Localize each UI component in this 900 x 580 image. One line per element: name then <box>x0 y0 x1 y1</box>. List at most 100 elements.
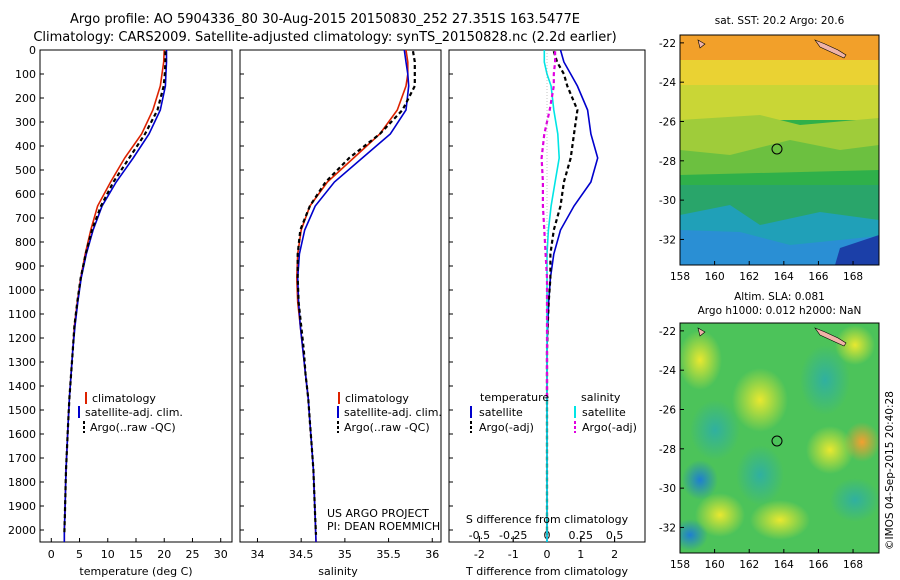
depth-tick-label: 2000 <box>8 524 36 537</box>
map-lat-tick-label: -28 <box>659 156 676 168</box>
depth-tick-label: 700 <box>15 212 36 225</box>
imos-credit: ©IMOS 04-Sep-2015 20:40:28 <box>884 391 896 550</box>
salinity-profile-panel: 34 34.5 35 35.5 36 climatology satellite-adj… <box>239 49 442 578</box>
depth-tick-label: 1800 <box>8 476 36 489</box>
temperature-axis-ticks: 0 5 10 15 20 25 30 <box>48 538 228 561</box>
sla-map-title-line1: Altim. SLA: 0.081 <box>734 291 825 303</box>
map-lon-tick-label: 158 <box>670 559 690 571</box>
temperature-series-lines <box>63 49 168 542</box>
x-tick-label: 15 <box>129 548 143 561</box>
sla-map-title-line2: Argo h1000: 0.012 h2000: NaN <box>697 305 862 317</box>
x-tick-label: 25 <box>185 548 199 561</box>
x-tick-label: 20 <box>157 548 171 561</box>
map-lat-tick-label: -24 <box>659 77 676 89</box>
legend-label-argo: Argo(..raw -QC) <box>90 421 176 434</box>
s-difference-axis-label: S difference from climatology <box>466 513 629 526</box>
x-tick-label: 2 <box>611 548 618 561</box>
sst-map-panel: 158 160 162 164 166 168 -22 -24 -26 -28 -30 -32 <box>659 34 880 283</box>
salinity-axis-ticks: 34 34.5 35 35.5 36 <box>250 538 439 561</box>
map-lon-tick-label: 160 <box>705 271 725 283</box>
legend-label-temp-satellite: satellite <box>479 406 523 419</box>
x-tick-label: 36 <box>425 548 439 561</box>
x-tick-label: 5 <box>76 548 83 561</box>
sst-map-image <box>680 35 879 265</box>
legend-label-satellite: satellite-adj. clim. <box>344 406 442 419</box>
map-lat-tick-label: -28 <box>659 444 676 456</box>
sst-map-ticks: 158 160 162 164 166 168 -22 -24 -26 -28 -30 -32 <box>659 38 863 283</box>
x-tick-label: 35.5 <box>376 548 401 561</box>
map-lat-tick-label: -22 <box>659 326 676 338</box>
map-lon-tick-label: 166 <box>808 559 828 571</box>
map-lon-tick-label: 164 <box>774 559 794 571</box>
map-lon-tick-label: 168 <box>843 559 863 571</box>
legend-label-temp-argo: Argo(-adj) <box>479 421 534 434</box>
sst-map-title: sat. SST: 20.2 Argo: 20.6 <box>714 15 845 27</box>
depth-tick-label: 1300 <box>8 356 36 369</box>
salinity-axis-label: salinity <box>318 565 358 578</box>
depth-tick-label: 1100 <box>8 308 36 321</box>
depth-tick-label: 500 <box>15 164 36 177</box>
legend-label-satellite: satellite-adj. clim. <box>85 406 183 419</box>
depth-tick-label: 1000 <box>8 284 36 297</box>
s-diff-tick-label: 0.25 <box>569 529 594 542</box>
map-lon-tick-label: 166 <box>808 271 828 283</box>
depth-tick-label: 1700 <box>8 452 36 465</box>
difference-legend: temperature salinity satellite Argo(-adj… <box>470 391 637 434</box>
depth-axis-ticks: 0 100 200 300 400 500 600 700 800 900 1000 1100 1200… <box>8 44 44 537</box>
depth-tick-label: 0 <box>29 44 36 57</box>
salinity-axes-frame <box>239 49 442 543</box>
map-lon-tick-label: 162 <box>739 271 759 283</box>
legend-group-temperature: temperature <box>480 391 549 404</box>
series-line-salinity-argo <box>540 51 557 398</box>
x-tick-label: -2 <box>474 548 485 561</box>
chart-title-line1: Argo profile: AO 5904336_80 30-Aug-2015 … <box>70 12 580 27</box>
map-lat-tick-label: -24 <box>659 365 676 377</box>
depth-tick-label: 600 <box>15 188 36 201</box>
argo-position-marker <box>771 435 783 447</box>
legend-label-climatology: climatology <box>345 392 409 405</box>
x-tick-label: 34.5 <box>289 548 314 561</box>
salinity-panel-depth-ticks <box>240 49 244 531</box>
salinity-legend: climatology satellite-adj. clim. Argo(..… <box>337 392 442 434</box>
map-lat-tick-label: -32 <box>659 234 676 246</box>
map-lat-tick-label: -26 <box>659 404 676 416</box>
x-tick-label: 0 <box>544 548 551 561</box>
depth-tick-label: 1500 <box>8 404 36 417</box>
series-line-temperature-argo <box>545 50 579 535</box>
temperature-profile-panel: 0100200300400500600700800900100011001200… <box>8 44 233 578</box>
sst-map-frame <box>679 34 880 266</box>
s-diff-tick-label: -0.5 <box>469 529 490 542</box>
map-lon-tick-label: 158 <box>670 271 690 283</box>
depth-tick-label: 800 <box>15 236 36 249</box>
map-lon-tick-label: 168 <box>843 271 863 283</box>
project-note-line1: US ARGO PROJECT <box>327 507 429 520</box>
depth-tick-label: 1400 <box>8 380 36 393</box>
depth-tick-label: 900 <box>15 260 36 273</box>
sla-map-image <box>680 323 879 553</box>
sla-map-panel: 158 160 162 164 166 168 -22 -24 -26 -28 -30 -32 <box>659 322 880 571</box>
series-line-salinity-satellite <box>543 50 561 542</box>
x-tick-label: 30 <box>214 548 228 561</box>
depth-tick-label: 100 <box>15 68 36 81</box>
s-difference-axis-ticks: -0.5 -0.25 0 0.25 0.5 <box>469 529 623 542</box>
x-tick-label: 1 <box>577 548 584 561</box>
s-diff-tick-label: -0.25 <box>499 529 527 542</box>
difference-panel-depth-ticks <box>449 49 453 531</box>
salinity-series-lines <box>295 49 416 543</box>
legend-label-sal-argo: Argo(-adj) <box>582 421 637 434</box>
x-tick-label: 34 <box>250 548 264 561</box>
map-lat-tick-label: -26 <box>659 116 676 128</box>
sla-map-ticks: 158 160 162 164 166 168 -22 -24 -26 -28 -30 -32 <box>659 326 863 571</box>
depth-tick-label: 1600 <box>8 428 36 441</box>
series-line-temperature-satellite <box>546 49 599 542</box>
temperature-axis-label: temperature (deg C) <box>79 565 192 578</box>
depth-tick-label: 1200 <box>8 332 36 345</box>
sla-map-frame <box>679 322 880 554</box>
legend-group-salinity: salinity <box>581 391 621 404</box>
temperature-legend: climatology satellite-adj. clim. Argo(..… <box>78 392 183 434</box>
x-tick-label: -1 <box>508 548 519 561</box>
legend-label-argo: Argo(..raw -QC) <box>344 421 430 434</box>
series-line-satellite <box>63 50 168 542</box>
depth-tick-label: 300 <box>15 116 36 129</box>
